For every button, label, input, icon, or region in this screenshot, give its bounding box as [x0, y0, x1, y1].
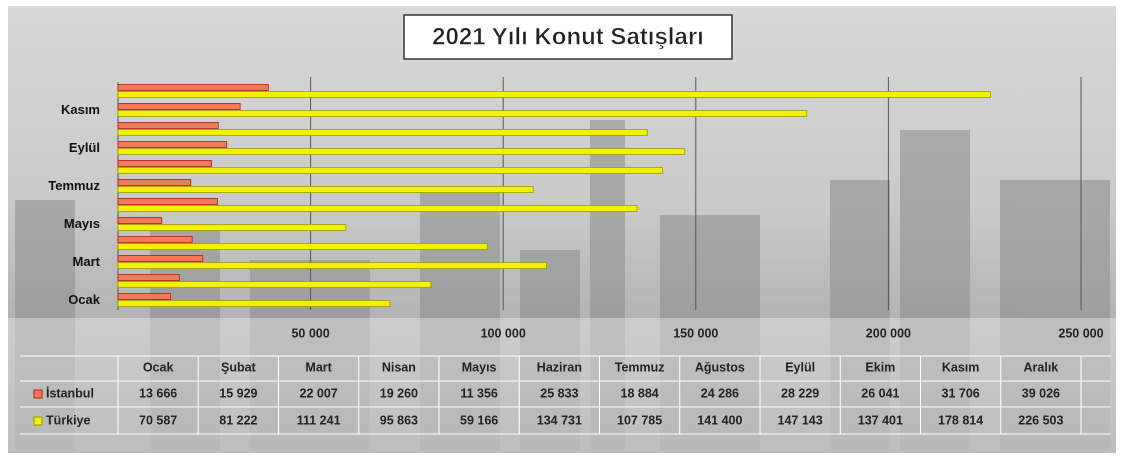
bar [118, 275, 179, 281]
x-tick-label: 250 000 [1058, 326, 1103, 340]
x-tick-label: 200 000 [866, 326, 911, 340]
x-tick-label: 100 000 [481, 326, 526, 340]
table-cell: 95 863 [380, 413, 418, 427]
table-header: Haziran [537, 360, 582, 374]
table-cell: 226 503 [1018, 413, 1063, 427]
table-header: Kasım [942, 360, 980, 374]
bar [118, 161, 212, 167]
y-tick-label: Temmuz [48, 178, 100, 193]
bar [118, 199, 218, 205]
bar [118, 142, 227, 148]
bar [118, 282, 431, 288]
table-cell: 25 833 [540, 386, 578, 400]
table-cell: 24 286 [701, 386, 739, 400]
x-tick-label: 50 000 [291, 326, 329, 340]
legend-swatch [34, 390, 42, 398]
table-header: Mayıs [462, 360, 497, 374]
bar [118, 168, 663, 174]
table-cell: 18 884 [621, 386, 659, 400]
table-header: Mart [305, 360, 332, 374]
bar [118, 92, 990, 98]
table-cell: 59 166 [460, 413, 498, 427]
table-cell: 178 814 [938, 413, 983, 427]
table-cell: 111 241 [297, 413, 341, 427]
bar [118, 149, 685, 155]
bar [118, 187, 533, 193]
table-cell: 11 356 [460, 386, 498, 400]
legend-label: İstanbul [46, 385, 94, 400]
bar [118, 256, 203, 262]
table-cell: 22 007 [300, 386, 338, 400]
table-cell: 39 026 [1022, 386, 1060, 400]
bar [118, 218, 162, 224]
bar [118, 104, 240, 110]
table-cell: 13 666 [139, 386, 177, 400]
bar [118, 294, 171, 300]
table-header: Nisan [382, 360, 416, 374]
bar [118, 244, 487, 250]
table-header: Ekim [865, 360, 895, 374]
table-header: Ocak [143, 360, 174, 374]
y-tick-label: Eylül [69, 140, 100, 155]
table-cell: 15 929 [219, 386, 257, 400]
table-header: Eylül [785, 360, 815, 374]
bar [118, 206, 637, 212]
bar [118, 301, 390, 307]
y-tick-label: Ocak [68, 292, 101, 307]
table-cell: 31 706 [942, 386, 980, 400]
table-cell: 19 260 [380, 386, 418, 400]
table-header: Temmuz [615, 360, 665, 374]
table-cell: 141 400 [697, 413, 742, 427]
table-cell: 28 229 [781, 386, 819, 400]
bar [118, 130, 647, 136]
legend-swatch [34, 417, 42, 425]
table-cell: 81 222 [219, 413, 257, 427]
bar [118, 180, 191, 186]
table-cell: 70 587 [139, 413, 177, 427]
bar [118, 85, 268, 91]
table-header: Şubat [221, 360, 257, 374]
table-header: Ağustos [695, 360, 745, 374]
bar [118, 111, 807, 117]
chart-title: 2021 Yılı Konut Satışları [432, 23, 704, 50]
bar [118, 237, 192, 243]
table-cell: 137 401 [858, 413, 903, 427]
y-tick-label: Mayıs [64, 216, 100, 231]
bar [118, 123, 218, 129]
table-cell: 107 785 [617, 413, 662, 427]
table-cell: 134 731 [537, 413, 582, 427]
page: {"chart_data": {"type": "bar", "orientat… [0, 0, 1124, 459]
table-header: Aralık [1024, 360, 1059, 374]
table-cell: 147 143 [778, 413, 823, 427]
bar [118, 263, 547, 269]
table-cell: 26 041 [861, 386, 899, 400]
chart: 2021 Yılı Konut Satışları 50 000 100 000 1… [0, 0, 1124, 459]
y-tick-label: Kasım [61, 102, 100, 117]
bar [118, 225, 346, 231]
legend-label: Türkiye [46, 413, 91, 427]
x-tick-label: 150 000 [673, 326, 718, 340]
y-tick-label: Mart [73, 254, 101, 269]
